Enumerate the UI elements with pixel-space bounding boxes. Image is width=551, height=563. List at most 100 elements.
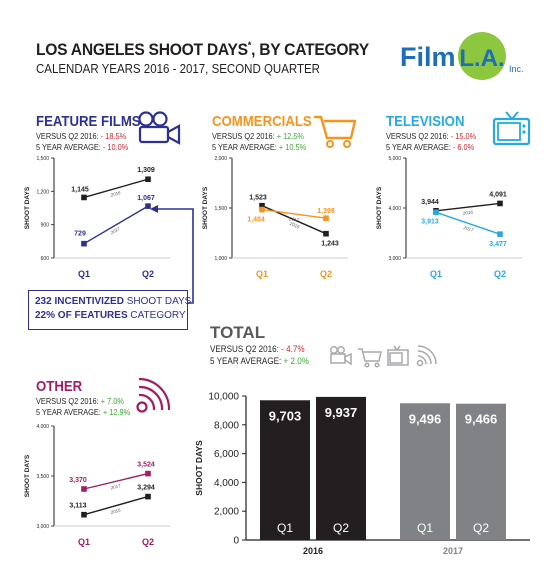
other-chart: SHOOT DAYS 3,000 3,500 4,000 Q1 Q2 2016 3,113 3,…	[24, 424, 170, 547]
television-series-2017-name: 2017	[462, 225, 475, 233]
television-series-2016-value-label: 4,091	[489, 191, 507, 198]
feature-series-2016-value-label: 1,309	[137, 167, 155, 174]
total-y-axis-label: SHOOT DAYS	[194, 440, 204, 496]
commercials-x-category-label: Q2	[320, 269, 332, 279]
feature-films-chart: SHOOT DAYS 600 900 1,200 1,500 Q1 Q2 2016 1,145 1…	[24, 156, 170, 279]
title-footnote-mark: *	[247, 40, 252, 52]
other-series-2017-line	[83, 472, 149, 490]
television-series-2017-point	[433, 209, 439, 216]
callout-connector	[150, 205, 194, 304]
feature-y-tick-label: 600	[41, 256, 50, 262]
feature-series-2016-point	[81, 194, 87, 201]
television-y-tick-label: 4,000	[388, 206, 401, 212]
filmla-logo: Film L.A. Inc.	[400, 32, 524, 80]
feature-series-2016-name: 2016	[109, 190, 121, 198]
other-y-axis-label: SHOOT DAYS	[24, 454, 31, 497]
other-series-2017-value-label: 3,370	[69, 477, 87, 484]
commercials-y-axis-label: SHOOT DAYS	[202, 186, 209, 229]
other-y-tick-label: 4,000	[36, 424, 49, 430]
commercials-avg: 5 YEAR AVERAGE: + 10.5%	[212, 143, 307, 152]
total-bar-2016-Q1	[260, 400, 310, 540]
total-bar-value-label: 9,937	[325, 405, 358, 420]
page-subtitle: CALENDAR YEARS 2016 - 2017, SECOND QUART…	[36, 62, 320, 76]
total-y-tick-label: 4,000	[214, 478, 239, 489]
commercials-series-2017-line	[261, 208, 327, 219]
shopping-cart-icon	[314, 115, 357, 148]
total-title: TOTAL	[210, 323, 266, 342]
television-title: TELEVISION	[386, 113, 465, 130]
feature-y-tick-label: 1,500	[36, 156, 49, 162]
feature-series-2017-point	[145, 203, 151, 209]
television-icon	[492, 111, 531, 146]
television-series-2017-point	[497, 231, 503, 237]
television-x-category-label: Q1	[430, 269, 442, 279]
total-y-tick-label: 8,000	[214, 420, 239, 431]
total-bar-2017-Q1	[400, 403, 450, 540]
other-series-2017-name: 2017	[109, 483, 121, 491]
other-y-tick-label: 3,000	[36, 524, 49, 530]
title-suffix: , BY CATEGORY	[251, 40, 369, 59]
commercials-x-category-label: Q1	[256, 269, 268, 279]
signal-waves-icon	[136, 377, 170, 413]
logo-film-text: Film	[400, 42, 456, 72]
other-series-2017-value-label: 3,524	[137, 462, 155, 469]
film-camera-icon-gray	[330, 346, 352, 366]
total-bar-category-label: Q1	[277, 521, 293, 535]
title-text: LOS ANGELES SHOOT DAYS	[36, 40, 248, 59]
total-shoot-days-bar-chart: SHOOT DAYS 0 2,000 4,000 6,000 8,000 10,000 9,7…	[194, 392, 530, 556]
television-y-tick-label: 3,000	[388, 256, 401, 262]
commercials-series-2017-point	[323, 215, 329, 221]
television-series-2017-value-label: 3,913	[421, 218, 439, 225]
television-series-2016-point	[497, 200, 503, 207]
commercials-y-tick-label: 1,500	[214, 206, 227, 212]
commercials-series-2017-name: 2017	[288, 216, 300, 222]
other-x-category-label: Q1	[78, 537, 90, 547]
total-y-tick-label: 6,000	[214, 449, 239, 460]
commercials-y-tick-label: 1,000	[214, 256, 227, 262]
callout-line-2: 22% OF FEATURES CATEGORY	[35, 310, 186, 321]
television-x-category-label: Q2	[494, 269, 506, 279]
total-y-tick-label: 10,000	[208, 392, 239, 403]
other-y-tick-label: 3,500	[36, 474, 49, 480]
television-chart: SHOOT DAYS 3,000 4,000 5,000 Q1 Q2 2016 3,944 4,…	[376, 156, 522, 279]
commercials-series-2017-value-label: 1,484	[247, 217, 265, 224]
total-bar-category-label: Q1	[417, 521, 433, 535]
feature-series-2017-value-label: 1,067	[137, 195, 155, 202]
feature-series-2016-value-label: 1,145	[71, 186, 89, 193]
total-bar-value-label: 9,496	[409, 411, 442, 426]
commercials-series-2016-name: 2016	[288, 221, 301, 230]
total-group-label: 2016	[303, 546, 323, 556]
television-y-axis-label: SHOOT DAYS	[376, 186, 383, 229]
total-bar-2017-Q2	[456, 403, 506, 540]
television-avg: 5 YEAR AVERAGE: - 6.0%	[386, 143, 475, 152]
feature-series-2017-line	[83, 205, 149, 245]
feature-y-tick-label: 900	[41, 223, 50, 229]
logo-la-text: L.A.	[459, 45, 504, 72]
total-versus: VERSUS Q2 2016: - 4.7%	[210, 344, 305, 354]
commercials-series-2016-point	[259, 202, 265, 209]
total-bar-2016-Q2	[316, 396, 366, 540]
total-bar-category-label: Q2	[333, 521, 349, 535]
page-title: LOS ANGELES SHOOT DAYS*, BY CATEGORY	[36, 40, 369, 60]
feature-series-2017-value-label: 729	[74, 231, 86, 238]
other-title: OTHER	[36, 378, 83, 395]
commercials-versus: VERSUS Q2 2016: + 12.5%	[212, 132, 304, 141]
television-series-2016-name: 2016	[462, 210, 474, 216]
other-series-2016-line	[83, 495, 149, 516]
feature-series-2017-point	[81, 240, 87, 247]
total-y-tick-label: 2,000	[214, 507, 239, 518]
commercials-y-tick-label: 2,000	[214, 156, 227, 162]
logo-inc-text: Inc.	[509, 64, 524, 74]
television-series-2017-line	[435, 211, 501, 235]
television-versus: VERSUS Q2 2016: - 15.0%	[386, 132, 477, 141]
feature-x-category-label: Q1	[78, 269, 90, 279]
television-icon-gray	[387, 345, 409, 366]
other-series-2016-name: 2016	[109, 507, 121, 515]
feature-avg: 5 YEAR AVERAGE: - 10.0%	[36, 143, 129, 152]
other-series-2016-point	[145, 493, 151, 500]
other-series-2017-point	[145, 470, 151, 477]
total-bar-value-label: 9,466	[465, 412, 498, 427]
feature-x-category-label: Q2	[142, 269, 154, 279]
feature-series-2017-name: 2017	[109, 226, 121, 236]
television-series-2016-line	[435, 202, 501, 212]
